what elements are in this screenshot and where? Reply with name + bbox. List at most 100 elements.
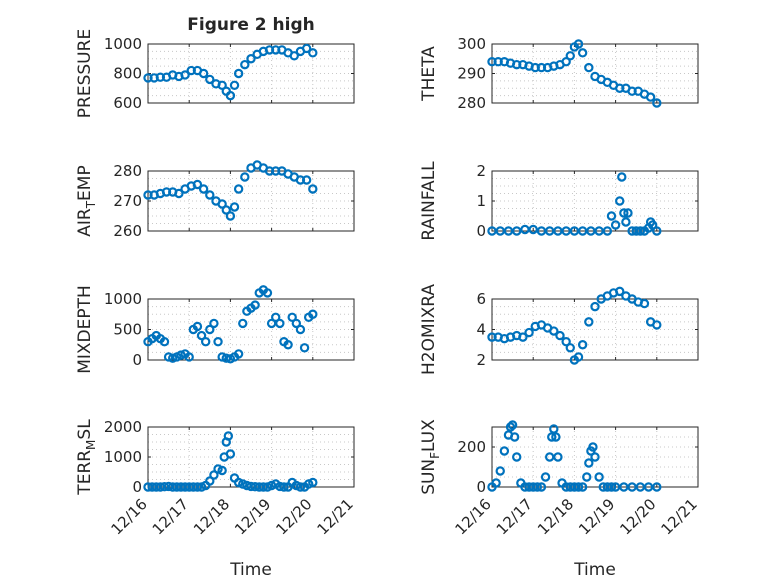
plot-area <box>148 171 354 231</box>
data-point <box>225 449 236 459</box>
data-point <box>275 318 285 329</box>
y-tick-label: 270 <box>113 192 142 210</box>
data-point <box>205 324 215 335</box>
data-point <box>645 92 656 102</box>
y-axis-label: MIXDEPTH <box>75 285 95 374</box>
plot-area <box>492 299 698 360</box>
data-point <box>233 68 244 79</box>
subplot-rainfall: 0 1 2 RAINFALL <box>419 161 699 241</box>
y-tick-label: 4 <box>476 321 486 339</box>
data-point <box>213 337 223 347</box>
data-point <box>221 353 231 363</box>
data-point <box>229 202 240 212</box>
y-tick-label: 2 <box>476 162 486 180</box>
figure-title: Figure 2 high <box>187 15 315 35</box>
data-point <box>652 226 662 236</box>
data-point <box>217 352 227 362</box>
data-point <box>512 226 522 236</box>
data-point <box>240 59 250 70</box>
data-point <box>615 196 625 206</box>
subplot-pressure: 600 800 1000 PRESSURE <box>75 29 355 118</box>
data-point <box>606 211 617 221</box>
data-point <box>623 208 633 218</box>
data-point <box>505 422 516 432</box>
data-point <box>209 470 219 480</box>
data-point <box>639 298 650 309</box>
data-point <box>233 349 244 359</box>
data-point <box>555 330 565 341</box>
data-point <box>509 432 520 442</box>
data-point <box>602 226 613 236</box>
y-axis-label: RAINFALL <box>419 161 439 241</box>
data-point <box>621 217 631 227</box>
data-point <box>584 62 594 73</box>
data-point <box>308 184 318 194</box>
y-tick-label: 300 <box>457 35 486 53</box>
data-point <box>198 68 209 79</box>
data-point <box>258 482 269 492</box>
subplot-h2omixra: 2 4 6 H2OMIXRA <box>419 284 699 375</box>
data-point <box>299 343 310 353</box>
data-point <box>619 208 629 218</box>
data-point <box>238 318 248 329</box>
y-tick-label: 6 <box>476 290 486 308</box>
data-point <box>184 352 194 362</box>
data-point <box>301 175 312 185</box>
data-point <box>200 337 211 347</box>
data-point <box>221 205 231 215</box>
subplot-theta: 280 290 300 THETA <box>419 35 699 112</box>
data-point <box>536 482 547 492</box>
data-point <box>217 465 227 476</box>
data-point <box>610 220 621 230</box>
y-tick-label: 2 <box>476 351 486 369</box>
y-axis-label: H2OMIXRA <box>419 284 439 375</box>
data-point <box>205 74 215 85</box>
data-point <box>635 226 646 236</box>
data-point <box>168 353 178 363</box>
data-point <box>192 321 203 332</box>
y-axis-label: THETA <box>419 46 439 102</box>
data-point <box>289 51 299 61</box>
data-point <box>180 70 190 80</box>
y-tick-label: 0 <box>476 478 486 496</box>
data-point <box>652 482 662 492</box>
data-point <box>561 57 571 67</box>
data-point <box>594 472 604 482</box>
data-point <box>159 337 170 347</box>
y-tick-label: 1000 <box>104 290 142 308</box>
plot-area <box>148 427 354 487</box>
data-point <box>565 343 575 353</box>
data-point <box>551 432 561 442</box>
data-point <box>499 446 510 456</box>
data-point <box>573 482 584 492</box>
data-point <box>528 224 538 235</box>
x-axis-label-right: Time <box>573 560 616 580</box>
y-tick-label: 600 <box>113 94 142 112</box>
data-point <box>295 324 306 335</box>
data-point <box>308 48 318 58</box>
y-tick-label: 280 <box>113 162 142 180</box>
data-point <box>495 466 505 476</box>
data-point <box>262 288 273 298</box>
data-point <box>192 482 203 492</box>
data-point <box>652 320 662 330</box>
data-point <box>205 190 215 200</box>
data-point <box>584 458 594 468</box>
data-point <box>246 54 256 64</box>
data-point <box>512 452 522 462</box>
subplot-mixdepth: 0 500 1000 MIXDEPTH <box>75 285 355 374</box>
data-point <box>176 350 186 360</box>
data-point <box>588 442 598 452</box>
data-point <box>582 472 592 482</box>
data-point <box>491 478 501 488</box>
plot-area <box>492 171 698 231</box>
data-point <box>549 326 559 336</box>
data-point <box>225 211 236 221</box>
plot-area <box>148 299 354 360</box>
data-point <box>590 301 600 312</box>
data-point <box>240 172 250 182</box>
data-point <box>217 199 227 209</box>
data-point <box>217 80 227 91</box>
y-axis-label: AIRTEMP <box>75 165 98 236</box>
